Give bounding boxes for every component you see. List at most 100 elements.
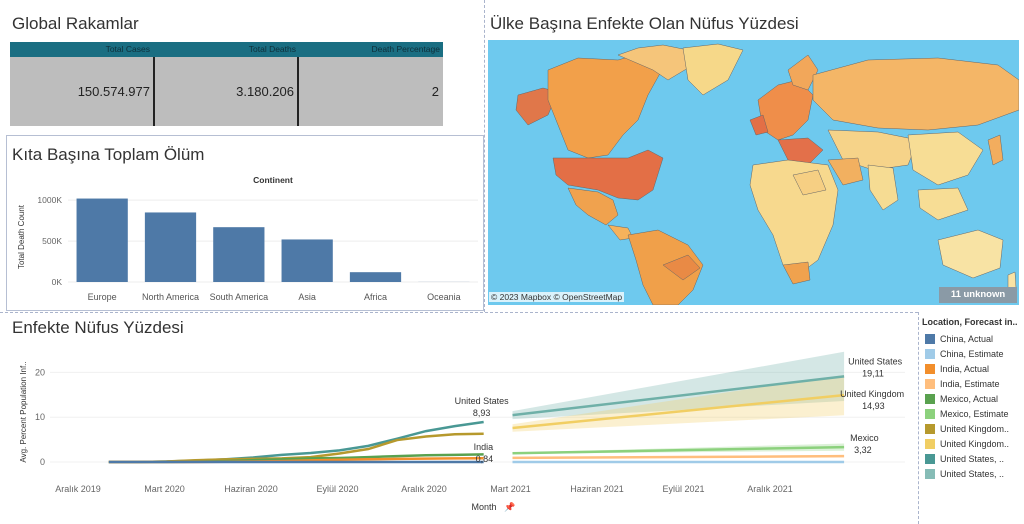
- legend-item[interactable]: China, Estimate: [925, 346, 1024, 361]
- bar-chart-title: Continent: [253, 175, 293, 185]
- bar-category-label: North America: [142, 292, 199, 302]
- bar-ylabel: Total Death Count: [17, 204, 26, 269]
- kpi-separator: [153, 57, 155, 126]
- bar-ytick-label: 0K: [52, 277, 63, 287]
- global-figures-title: Global Rakamlar: [12, 14, 139, 33]
- infection-line-chart[interactable]: Avg. Percent Population Inf.. 0 10 20 Aralık…: [0, 340, 918, 524]
- line-xtick-label: Eylül 2021: [662, 484, 704, 494]
- bar-ytick-label: 500K: [42, 236, 62, 246]
- total-cases-value: 150.574.977: [77, 84, 150, 99]
- legend-swatch: [925, 438, 935, 449]
- line-ytick-label: 0: [40, 457, 45, 467]
- location-legend[interactable]: Location, Forecast in.. China, Actual Chi…: [919, 312, 1024, 524]
- bar-africa[interactable]: [349, 272, 402, 282]
- line-xtick-label: Eylül 2020: [316, 484, 358, 494]
- world-choropleth-map[interactable]: [488, 40, 1019, 305]
- legend-item[interactable]: United States, ..: [925, 451, 1024, 466]
- unknown-locations-badge[interactable]: 11 unknown: [939, 287, 1017, 303]
- line-ytick-label: 20: [35, 367, 45, 377]
- mexico-forecast-value: 3,32: [854, 445, 872, 455]
- uk-forecast-value: 14,93: [862, 401, 885, 411]
- infection-chart-title: Enfekte Nüfus Yüzdesi: [12, 318, 184, 337]
- forecast-line-india[interactable]: [512, 454, 845, 460]
- legend-label: Mexico, Estimate: [940, 408, 1009, 419]
- legend-divider: [918, 312, 919, 524]
- uk-forecast-label: United Kingdom: [840, 389, 904, 399]
- legend-swatch: [925, 408, 935, 419]
- legend-swatch: [925, 468, 935, 479]
- bar-category-label: Europe: [88, 292, 117, 302]
- bar-europe[interactable]: [76, 198, 128, 282]
- kpi-header-row: [10, 42, 443, 57]
- line-xtick-label: Aralık 2019: [55, 484, 101, 494]
- forecast-line-united-states[interactable]: [512, 375, 845, 417]
- legend-item[interactable]: United Kingdom..: [925, 436, 1024, 451]
- bar-south-america[interactable]: [213, 227, 265, 282]
- us-actual-value: 8,93: [473, 408, 491, 418]
- forecast-band: [512, 374, 845, 432]
- legend-swatch: [925, 453, 935, 464]
- legend-label: United Kingdom..: [940, 438, 1010, 449]
- kpi-separator: [297, 57, 299, 126]
- legend-label: United States, ..: [940, 453, 1005, 464]
- legend-label: China, Actual: [940, 333, 994, 344]
- panel-divider-vertical: [484, 0, 485, 312]
- legend-swatch: [925, 393, 935, 404]
- total-cases-header: Total Cases: [105, 44, 150, 54]
- legend-label: India, Actual: [940, 363, 990, 374]
- death-percentage-value: 2: [431, 84, 439, 99]
- line-xtick-label: Aralık 2021: [747, 484, 793, 494]
- continent-deaths-title: Kıta Başına Toplam Ölüm: [12, 145, 205, 164]
- legend-swatch: [925, 423, 935, 434]
- panel-divider-horizontal: [0, 312, 918, 313]
- pin-icon[interactable]: 📌: [504, 501, 515, 512]
- line-ylabel: Avg. Percent Population Inf..: [19, 361, 28, 462]
- legend-item[interactable]: India, Estimate: [925, 376, 1024, 391]
- us-actual-label: United States: [455, 396, 510, 406]
- total-deaths-header: Total Deaths: [248, 44, 296, 54]
- legend-label: China, Estimate: [940, 348, 1004, 359]
- legend-item[interactable]: Mexico, Estimate: [925, 406, 1024, 421]
- continent-deaths-panel[interactable]: [6, 135, 484, 311]
- line-xtick-label: Mart 2021: [490, 484, 531, 494]
- us-forecast-label: United States: [848, 356, 903, 366]
- forecast-line-united-kingdom[interactable]: [512, 393, 845, 430]
- legend-label: Mexico, Actual: [940, 393, 999, 404]
- legend-swatch: [925, 348, 935, 359]
- global-figures-table: Total Cases Total Deaths Death Percentag…: [10, 42, 443, 126]
- legend-label: United States, ..: [940, 468, 1005, 479]
- legend-item[interactable]: China, Actual: [925, 331, 1024, 346]
- bar-category-label: South America: [210, 292, 269, 302]
- line-ytick-label: 10: [35, 412, 45, 422]
- mexico-forecast-label: Mexico: [850, 433, 879, 443]
- total-deaths-value: 3.180.206: [236, 84, 294, 99]
- map-title: Ülke Başına Enfekte Olan Nüfus Yüzdesi: [490, 14, 799, 33]
- legend-swatch: [925, 363, 935, 374]
- legend-item[interactable]: United Kingdom..: [925, 421, 1024, 436]
- bar-category-label: Oceania: [427, 292, 461, 302]
- legend-swatch: [925, 378, 935, 389]
- line-xtick-label: Aralık 2020: [401, 484, 447, 494]
- legend-item[interactable]: India, Actual: [925, 361, 1024, 376]
- bar-category-label: Asia: [298, 292, 316, 302]
- legend-item[interactable]: United States, ..: [925, 466, 1024, 481]
- death-percentage-header: Death Percentage: [371, 44, 440, 54]
- legend-title: Location, Forecast in..: [922, 317, 1018, 327]
- continent-bar-chart[interactable]: Continent 0K 500K 1000K Total Death Count Eur…: [6, 170, 484, 310]
- forecast-line-mexico[interactable]: [512, 445, 845, 455]
- legend-label: United Kingdom..: [940, 423, 1010, 434]
- india-actual-value: 0,84: [476, 454, 494, 464]
- line-xlabel: Month: [471, 502, 496, 512]
- bar-asia[interactable]: [281, 239, 333, 282]
- legend-swatch: [925, 333, 935, 344]
- india-actual-label: India: [474, 442, 494, 452]
- legend-item[interactable]: Mexico, Actual: [925, 391, 1024, 406]
- line-xtick-label: Haziran 2021: [570, 484, 624, 494]
- bar-north-america[interactable]: [144, 212, 197, 282]
- line-xtick-label: Mart 2020: [144, 484, 185, 494]
- bar-ytick-label: 1000K: [37, 195, 62, 205]
- line-xtick-label: Haziran 2020: [224, 484, 278, 494]
- bar-category-label: Africa: [364, 292, 387, 302]
- map-attribution[interactable]: © 2023 Mapbox © OpenStreetMap: [489, 292, 625, 302]
- us-forecast-value: 19,11: [862, 368, 884, 378]
